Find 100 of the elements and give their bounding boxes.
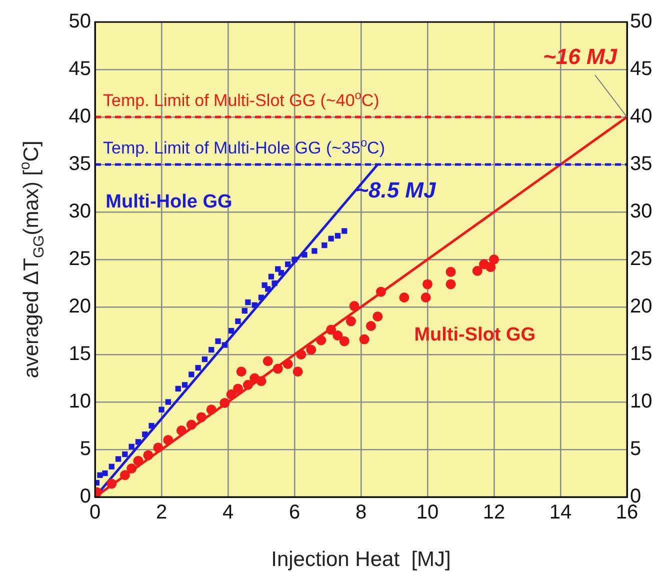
y-tick-label: 45 [68, 58, 91, 80]
point [489, 254, 499, 264]
y-axis-title: averaged ΔTGG(max) [oC] [18, 140, 48, 378]
point [182, 382, 188, 388]
point [106, 478, 117, 489]
y2-tick-label: 20 [630, 296, 652, 318]
point [399, 292, 410, 302]
y2-tick-label: 5 [630, 438, 642, 460]
point [235, 318, 241, 324]
point [163, 435, 174, 445]
point [153, 442, 164, 453]
series-label: Multi-Slot GG [414, 324, 536, 346]
point [208, 346, 214, 353]
point [268, 274, 274, 280]
point [285, 261, 291, 268]
point [472, 266, 482, 276]
point [135, 439, 142, 445]
point [175, 386, 181, 392]
y-tick-label: 40 [68, 106, 91, 128]
point [342, 228, 348, 234]
point [186, 420, 196, 430]
y-tick-label: 35 [68, 153, 91, 176]
point [302, 252, 308, 258]
point [312, 248, 318, 254]
point [122, 451, 128, 458]
point [142, 431, 148, 438]
y2-tick-label: 30 [630, 200, 652, 223]
point [242, 308, 248, 314]
point [196, 412, 206, 422]
point [372, 312, 383, 322]
y2-tick-label: 45 [630, 58, 652, 80]
point [339, 336, 350, 346]
y2-tick-label: 15 [630, 343, 652, 366]
point [349, 301, 360, 312]
point [256, 376, 266, 386]
point [245, 299, 251, 306]
y-tick-label: 50 [68, 10, 91, 33]
point [128, 444, 134, 450]
y-tick-label: 15 [68, 343, 91, 366]
point [258, 294, 264, 300]
point [446, 266, 456, 277]
point [226, 389, 236, 400]
point [334, 232, 341, 239]
point [272, 364, 283, 374]
point [346, 316, 356, 326]
y2-tick-label: 40 [630, 106, 652, 128]
y-tick-label: 30 [68, 200, 91, 223]
y-tick-label: 10 [68, 390, 91, 413]
y2-tick-label: 35 [630, 153, 652, 176]
point [206, 404, 216, 415]
annotation: ~8.5 MJ [356, 178, 436, 202]
point [220, 398, 230, 408]
text: Multi-Hole GG [106, 191, 232, 212]
point [282, 359, 293, 369]
point [446, 279, 456, 290]
point [188, 372, 194, 378]
x-tick-label: 6 [288, 502, 300, 524]
point [322, 242, 328, 248]
point [262, 356, 273, 366]
point [486, 262, 496, 272]
y2-tick-label: 10 [630, 390, 652, 413]
point [165, 399, 171, 405]
point [102, 470, 108, 476]
point [176, 426, 186, 436]
y2-tick-label: 25 [630, 248, 652, 270]
y-tick-label: 25 [68, 248, 91, 270]
point [326, 324, 336, 335]
point [359, 334, 370, 344]
point [222, 342, 228, 348]
x-tick-label: 10 [416, 502, 439, 524]
y-tick-label: 5 [80, 438, 91, 460]
point [252, 302, 258, 308]
point [215, 338, 221, 344]
x-tick-label: 12 [482, 502, 506, 524]
point [420, 292, 431, 302]
annotation: ~16 MJ [543, 44, 618, 69]
point [195, 364, 201, 371]
y-tick-label: 0 [80, 486, 91, 508]
point [422, 279, 432, 290]
point [120, 470, 130, 480]
point [158, 406, 164, 412]
x-tick-label: 14 [549, 502, 572, 524]
point [126, 464, 137, 474]
point [376, 286, 386, 297]
point [133, 456, 144, 466]
y2-tick-label: 50 [630, 10, 652, 33]
point [272, 280, 278, 286]
point [296, 350, 306, 360]
y-tick-label: 20 [68, 296, 91, 318]
point [236, 366, 246, 377]
point [228, 328, 234, 334]
point [108, 464, 114, 470]
point [366, 321, 376, 331]
point [97, 472, 103, 478]
point [332, 330, 343, 340]
point [316, 335, 326, 346]
point [292, 366, 303, 377]
point [242, 380, 253, 390]
point [232, 384, 243, 394]
point [292, 256, 298, 262]
